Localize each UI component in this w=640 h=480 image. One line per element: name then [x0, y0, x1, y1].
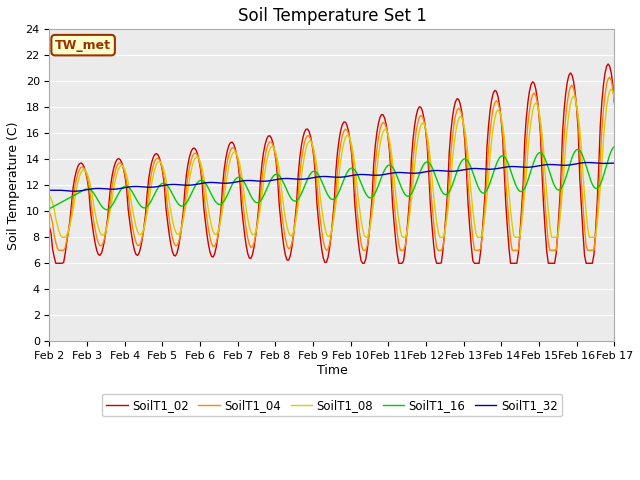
- SoilT1_02: [116, 157, 124, 163]
- SoilT1_02: [604, 61, 612, 67]
- SoilT1_04: [580, 225, 588, 230]
- SoilT1_02: [611, 100, 618, 106]
- SoilT1_04: [294, 194, 302, 200]
- SoilT1_16: [234, 174, 242, 180]
- SoilT1_32: [611, 160, 618, 166]
- SoilT1_16: [580, 158, 588, 164]
- SoilT1_04: [45, 210, 53, 216]
- SoilT1_02: [294, 173, 302, 179]
- SoilT1_04: [611, 99, 618, 105]
- SoilT1_04: [234, 160, 242, 166]
- SoilT1_32: [234, 179, 242, 184]
- Title: Soil Temperature Set 1: Soil Temperature Set 1: [237, 7, 426, 25]
- SoilT1_02: [244, 251, 252, 256]
- SoilT1_32: [71, 188, 79, 194]
- SoilT1_04: [55, 247, 63, 253]
- SoilT1_02: [216, 221, 223, 227]
- SoilT1_16: [45, 206, 53, 212]
- Line: SoilT1_04: SoilT1_04: [49, 77, 614, 250]
- SoilT1_08: [580, 191, 588, 197]
- SoilT1_16: [102, 207, 110, 213]
- SoilT1_02: [45, 225, 53, 230]
- SoilT1_16: [116, 188, 124, 193]
- SoilT1_08: [58, 234, 66, 240]
- Legend: SoilT1_02, SoilT1_04, SoilT1_08, SoilT1_16, SoilT1_32: SoilT1_02, SoilT1_04, SoilT1_08, SoilT1_…: [102, 394, 563, 417]
- Line: SoilT1_16: SoilT1_16: [49, 146, 614, 210]
- SoilT1_32: [116, 186, 124, 192]
- SoilT1_08: [234, 156, 242, 161]
- SoilT1_16: [244, 186, 252, 192]
- SoilT1_08: [607, 86, 615, 92]
- SoilT1_32: [584, 160, 591, 166]
- SoilT1_02: [580, 252, 588, 258]
- SoilT1_08: [244, 216, 252, 221]
- Line: SoilT1_32: SoilT1_32: [49, 163, 614, 191]
- Line: SoilT1_02: SoilT1_02: [49, 64, 614, 263]
- SoilT1_32: [244, 178, 252, 183]
- SoilT1_02: [52, 260, 60, 266]
- X-axis label: Time: Time: [317, 364, 348, 377]
- SoilT1_32: [216, 180, 223, 186]
- SoilT1_08: [611, 96, 618, 102]
- SoilT1_32: [45, 187, 53, 193]
- SoilT1_32: [580, 160, 588, 166]
- Y-axis label: Soil Temperature (C): Soil Temperature (C): [7, 121, 20, 250]
- SoilT1_16: [611, 144, 618, 149]
- SoilT1_16: [216, 202, 223, 207]
- SoilT1_04: [244, 235, 252, 241]
- Text: TW_met: TW_met: [55, 38, 111, 52]
- SoilT1_08: [116, 163, 124, 169]
- SoilT1_08: [45, 193, 53, 199]
- Line: SoilT1_08: SoilT1_08: [49, 89, 614, 237]
- SoilT1_04: [116, 160, 124, 166]
- SoilT1_08: [216, 224, 223, 229]
- SoilT1_16: [294, 196, 302, 202]
- SoilT1_32: [294, 176, 302, 182]
- SoilT1_08: [294, 203, 302, 209]
- SoilT1_02: [234, 163, 242, 168]
- SoilT1_04: [216, 224, 223, 229]
- SoilT1_04: [606, 74, 614, 80]
